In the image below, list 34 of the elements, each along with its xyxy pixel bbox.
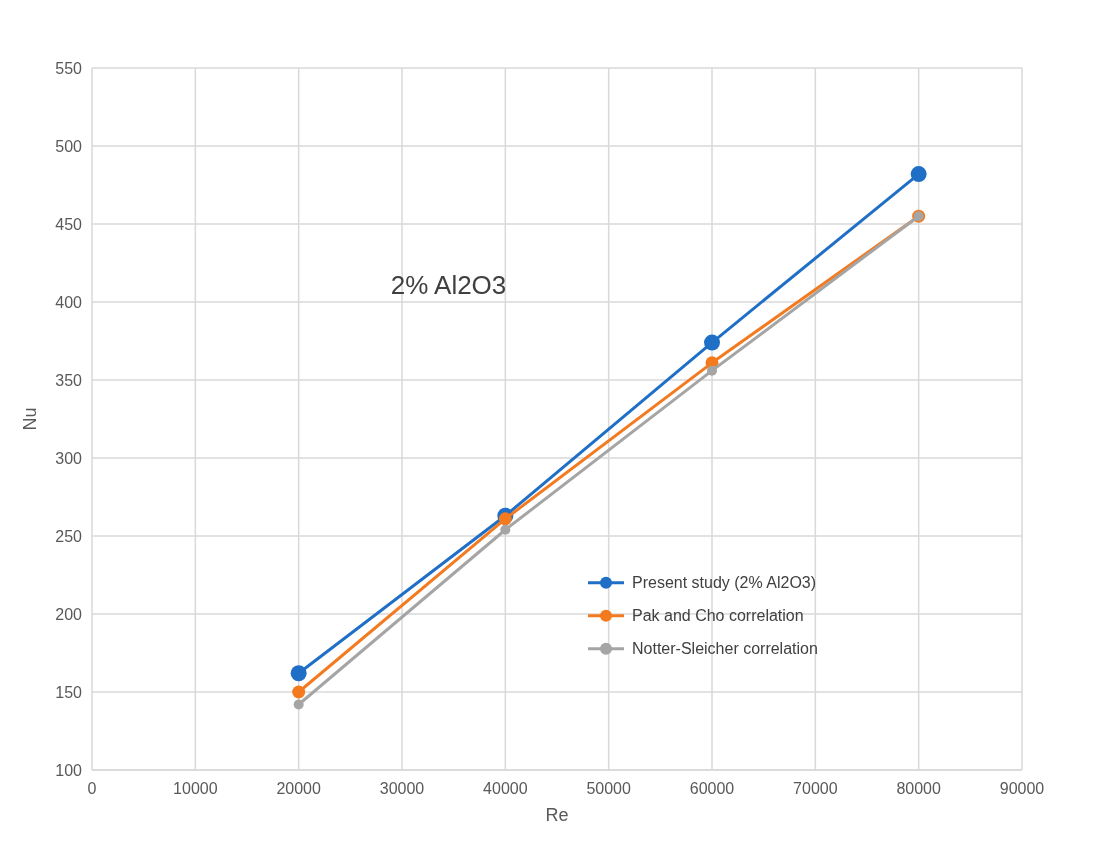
y-tick-label: 550: [55, 59, 83, 77]
point: [498, 512, 512, 526]
annotation: 2% Al2O3: [390, 270, 507, 301]
point: [704, 334, 720, 351]
point: [910, 166, 927, 183]
x-axis-title: Re: [545, 805, 569, 825]
y-tick-label: 300: [55, 449, 83, 467]
x-tick-label: 90000: [999, 780, 1045, 797]
y-axis-title: Nu: [20, 407, 40, 431]
y-tick-label: 400: [55, 293, 83, 311]
x-tick-label: 70000: [793, 780, 838, 797]
x-tick-label: 10000: [173, 780, 218, 797]
x-tick-label: 80000: [896, 780, 942, 797]
y-tick-label: 450: [55, 215, 83, 233]
x-tick-label: 0: [87, 780, 97, 797]
y-tick-label: 250: [55, 527, 83, 545]
point: [293, 699, 304, 710]
y-tick-label: 500: [55, 137, 83, 155]
x-tick-label: 30000: [379, 780, 425, 797]
point: [500, 524, 511, 535]
y-tick-label: 150: [55, 683, 83, 701]
x-tick-label: 60000: [689, 780, 735, 797]
x-tick-label: 20000: [276, 780, 322, 797]
y-tick-label: 100: [55, 761, 83, 779]
legend-label: Pak and Cho correlation: [632, 607, 804, 625]
point: [292, 685, 306, 699]
x-tick-label: 40000: [483, 780, 528, 797]
y-tick-label: 350: [55, 371, 83, 389]
point: [707, 365, 717, 376]
x-tick-label: 50000: [586, 780, 632, 797]
y-tick-label: 200: [55, 605, 83, 623]
legend-label: Present study (2% Al2O3): [632, 574, 817, 592]
legend-label: Notter-Sleicher correlation: [632, 640, 818, 658]
point: [290, 665, 307, 682]
